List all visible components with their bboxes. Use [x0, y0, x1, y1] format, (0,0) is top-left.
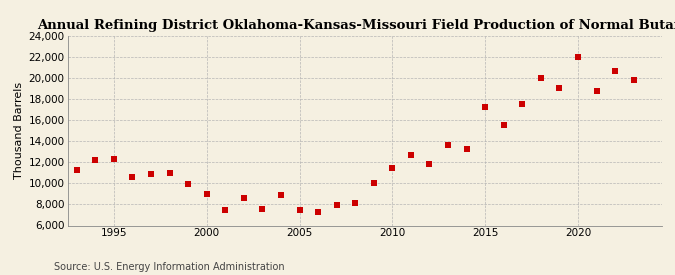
Point — [498, 123, 509, 128]
Point — [109, 157, 119, 161]
Point — [443, 143, 454, 148]
Point — [331, 203, 342, 208]
Point — [572, 55, 583, 59]
Point — [406, 153, 416, 157]
Point — [535, 76, 546, 80]
Point — [480, 105, 491, 110]
Point — [257, 207, 268, 211]
Point — [554, 86, 565, 91]
Point — [610, 68, 620, 73]
Point — [369, 181, 379, 186]
Point — [201, 192, 212, 196]
Point — [313, 210, 323, 214]
Point — [294, 207, 305, 212]
Point — [164, 170, 175, 175]
Point — [127, 175, 138, 179]
Point — [517, 102, 528, 106]
Point — [90, 158, 101, 162]
Text: Source: U.S. Energy Information Administration: Source: U.S. Energy Information Administ… — [54, 262, 285, 272]
Point — [591, 88, 602, 93]
Point — [424, 162, 435, 167]
Point — [275, 193, 286, 197]
Point — [387, 165, 398, 170]
Title: Annual Refining District Oklahoma-Kansas-Missouri Field Production of Normal But: Annual Refining District Oklahoma-Kansas… — [37, 19, 675, 32]
Point — [461, 146, 472, 151]
Point — [628, 78, 639, 82]
Point — [238, 196, 249, 200]
Point — [146, 172, 157, 176]
Point — [72, 167, 82, 172]
Point — [350, 201, 360, 205]
Point — [220, 207, 231, 212]
Y-axis label: Thousand Barrels: Thousand Barrels — [14, 82, 24, 179]
Point — [183, 182, 194, 186]
